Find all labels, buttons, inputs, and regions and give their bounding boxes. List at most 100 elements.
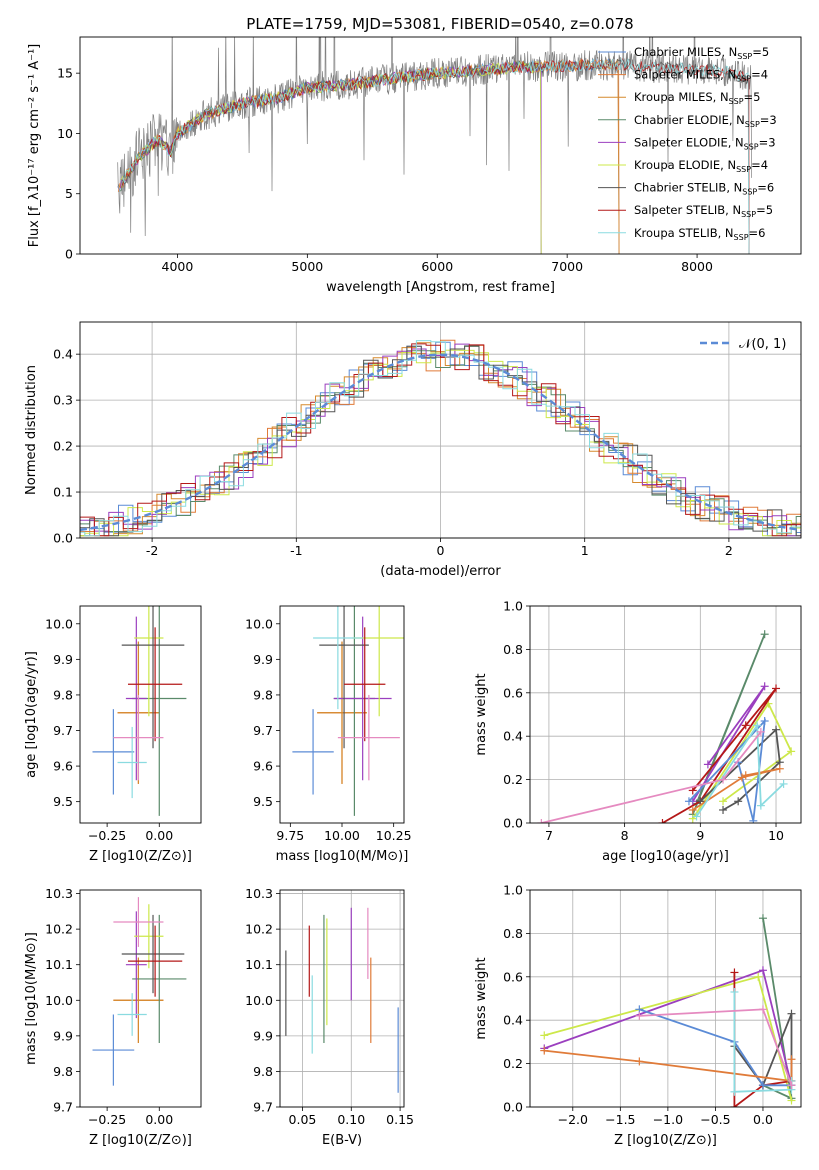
- errorbar-plot-area: [285, 907, 399, 1093]
- y-tick-label: 0.0: [503, 816, 523, 831]
- x-tick-label: 0.15: [386, 1112, 414, 1127]
- y-tick-label: 9.6: [53, 759, 73, 774]
- histogram-step-line: [80, 340, 801, 537]
- y-axis-label: Flux [f_λ10⁻¹⁷ erg cm⁻² s⁻¹ A⁻¹]: [27, 44, 42, 248]
- model-line: [121, 57, 750, 254]
- axes-frame: [79, 889, 202, 1108]
- y-axis-label: mass weight: [474, 673, 489, 755]
- y-tick-label: 10: [57, 126, 73, 141]
- legend-label: Chabrier MILES, NSSP=5: [634, 45, 769, 61]
- mass-vs-ebv-panel: 0.05 0.10 0.15 9.7 9.8 9.9 10.0 10.1 10.2 10.3 E(B…: [245, 886, 414, 1148]
- axes-frame: [279, 605, 405, 824]
- x-tick-label: -1: [290, 543, 302, 558]
- y-tick-label: 0.2: [53, 439, 73, 454]
- mass-weight-line: [639, 1008, 792, 1087]
- massweight-vs-Z-panel: −2.0 −1.5 −1.0 −0.5 0.0 0.0 0.2 0.4 0.6 0.8 1.0 Z […: [474, 883, 802, 1148]
- y-tick-label: 9.5: [253, 794, 273, 809]
- x-axis-label: (data-model)/error: [380, 564, 501, 579]
- y-tick-label: 1.0: [503, 599, 523, 614]
- axes-frame: [279, 889, 405, 1108]
- x-tick-label: −0.25: [88, 828, 126, 843]
- y-tick-label: 9.9: [253, 1028, 273, 1043]
- y-tick-label: 9.7: [253, 723, 273, 738]
- x-tick-label: 10.25: [376, 828, 412, 843]
- y-tick-label: 9.6: [253, 759, 273, 774]
- x-axis-label: E(B-V): [322, 1133, 362, 1148]
- x-tick-label: 4000: [162, 259, 194, 274]
- y-tick-label: 9.8: [53, 687, 73, 702]
- x-tick-label: −2.0: [558, 1112, 588, 1127]
- x-axis-label: age [log10(age/yr)]: [602, 849, 729, 864]
- mass-weight-line: [695, 722, 785, 817]
- x-tick-label: 0.0: [753, 1112, 773, 1127]
- y-tick-label: 0.0: [53, 531, 73, 546]
- x-tick-label: 9.75: [276, 828, 304, 843]
- y-tick-label: 0.2: [503, 1056, 523, 1071]
- y-tick-label: 0.8: [503, 926, 523, 941]
- y-tick-label: 9.9: [53, 652, 73, 667]
- x-tick-label: 9: [696, 828, 704, 843]
- y-tick-label: 0.4: [503, 729, 523, 744]
- y-tick-label: 0.3: [53, 393, 73, 408]
- histogram-step-line: [80, 343, 801, 537]
- legend-label: 𝒩(0, 1): [739, 337, 786, 352]
- x-tick-label: 0.05: [289, 1112, 317, 1127]
- y-tick-label: 10.0: [45, 616, 73, 631]
- y-tick-label: 9.7: [53, 1100, 73, 1115]
- mass-vs-Z-panel: −0.25 0.00 9.7 9.8 9.9 10.0 10.1 10.2 10.3 Z [log…: [24, 886, 202, 1148]
- x-tick-label: −1.0: [653, 1112, 683, 1127]
- y-tick-label: 0.6: [503, 969, 523, 984]
- y-tick-label: 0.4: [53, 347, 73, 362]
- y-tick-label: 1.0: [503, 883, 523, 898]
- legend-label: Kroupa ELODIE, NSSP=4: [634, 158, 768, 174]
- legend-label: Chabrier STELIB, NSSP=6: [634, 181, 774, 197]
- y-tick-label: 10.1: [245, 957, 273, 972]
- histogram-step-line: [80, 342, 801, 537]
- massweight-vs-age-panel: 7 8 9 10 0.0 0.2 0.4 0.6 0.8 1.0 age [log10(age/yr…: [474, 599, 802, 864]
- model-line: [121, 58, 750, 254]
- x-tick-label: 6000: [421, 259, 453, 274]
- residuals-panel: -2 -1 0 1 2 0.0 0.1 0.2 0.3 0.4 (data-model)/error…: [24, 321, 802, 579]
- y-tick-label: 9.7: [253, 1100, 273, 1115]
- y-tick-label: 9.9: [53, 1028, 73, 1043]
- y-tick-label: 9.9: [253, 652, 273, 667]
- y-tick-label: 10.0: [45, 993, 73, 1008]
- x-tick-label: 8: [621, 828, 629, 843]
- y-tick-label: 10.2: [45, 922, 73, 937]
- y-tick-label: 10.3: [45, 886, 73, 901]
- x-tick-label: 10: [768, 828, 784, 843]
- figure-title: PLATE=1759, MJD=53081, FIBERID=0540, z=0…: [246, 15, 633, 33]
- mass-weight-line: [544, 1049, 793, 1083]
- x-tick-label: 5000: [291, 259, 323, 274]
- legend-label: Kroupa STELIB, NSSP=6: [634, 226, 765, 242]
- spectrum-panel: 4000 5000 6000 7000 8000 0 5 10 15 wavelength [An…: [27, 36, 802, 295]
- legend-label: Salpeter MILES, NSSP=4: [634, 68, 768, 84]
- histogram-step-line: [80, 349, 801, 537]
- normal-curve-line: [80, 353, 801, 532]
- y-axis-label: mass [log10(M/M⊙)]: [24, 932, 39, 1065]
- legend-label: Salpeter STELIB, NSSP=5: [634, 203, 773, 219]
- spectrum-legend: Chabrier MILES, NSSP=5 Salpeter MILES, NS…: [598, 45, 777, 242]
- age-vs-Z-panel: −0.25 0.00 9.5 9.6 9.7 9.8 9.9 10.0 Z [log10(Z/Z…: [24, 605, 202, 864]
- observed-spectrum-line: [117, 37, 752, 237]
- x-tick-label: 0.00: [145, 1112, 173, 1127]
- x-tick-label: 1: [581, 543, 589, 558]
- errorbar-plot-area: [92, 606, 187, 816]
- axes-frame: [529, 889, 802, 1108]
- weight-plot-area: [540, 914, 796, 1107]
- x-tick-label: 2: [725, 543, 733, 558]
- axes-frame: [529, 605, 802, 824]
- x-axis-label: wavelength [Angstrom, rest frame]: [326, 280, 555, 295]
- y-tick-label: 0.1: [53, 485, 73, 500]
- x-tick-label: −0.5: [700, 1112, 730, 1127]
- y-tick-label: 9.7: [53, 723, 73, 738]
- y-tick-label: 9.8: [53, 1064, 73, 1079]
- model-line: [122, 57, 750, 254]
- x-axis-label: Z [log10(Z/Z⊙)]: [614, 1133, 717, 1148]
- errorbar-plot-area: [92, 897, 187, 1086]
- y-tick-label: 9.8: [253, 1064, 273, 1079]
- y-tick-label: 9.5: [53, 794, 73, 809]
- x-tick-label: 10.00: [324, 828, 360, 843]
- x-tick-label: -2: [146, 543, 158, 558]
- x-axis-label: mass [log10(M/M⊙)]: [276, 849, 409, 864]
